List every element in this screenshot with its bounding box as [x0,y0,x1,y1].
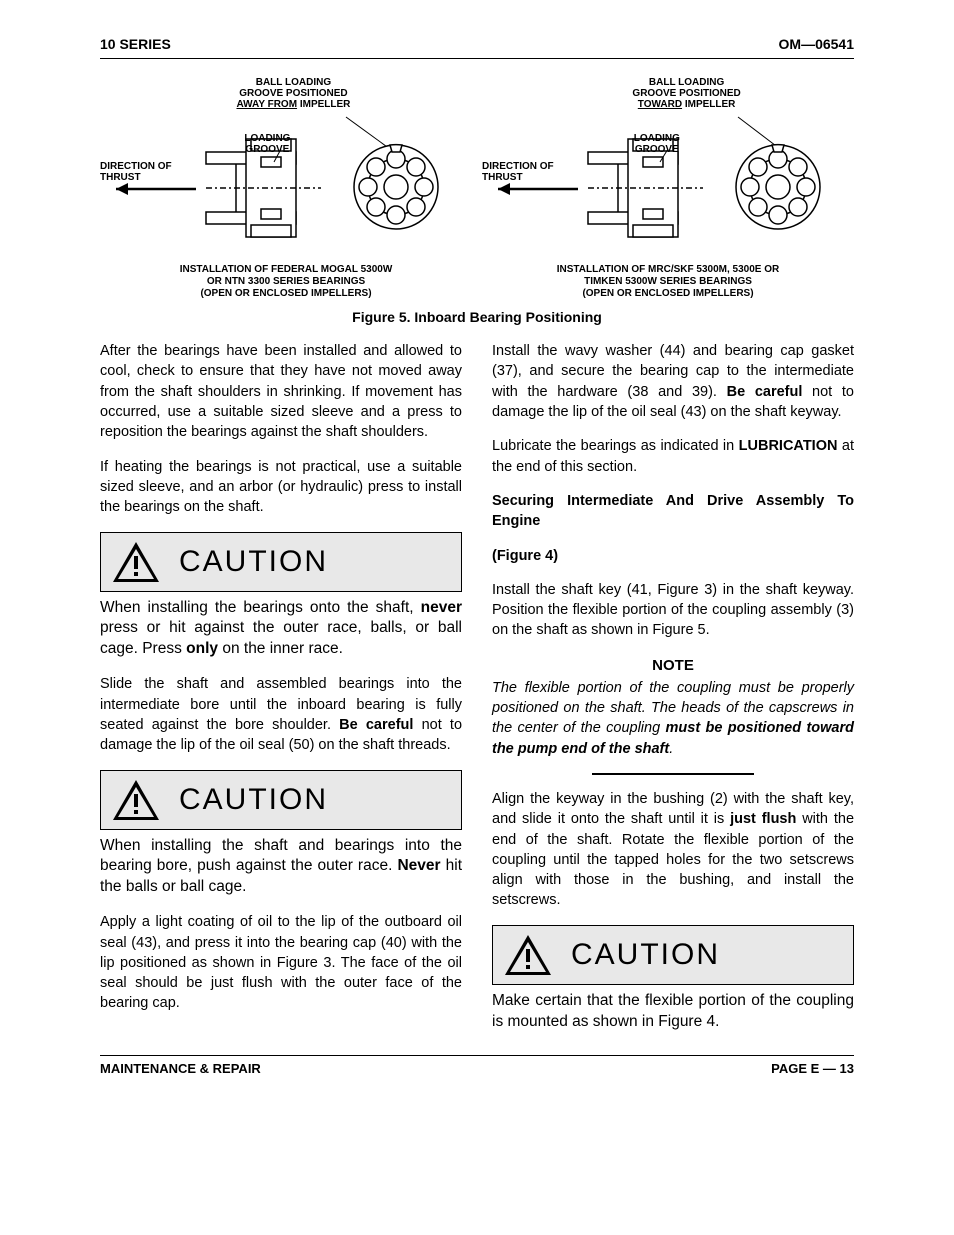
page-footer: MAINTENANCE & REPAIR PAGE E — 13 [100,1055,854,1078]
fig-right-caption: INSTALLATION OF MRC/SKF 5300M, 5300E OR … [482,264,854,300]
left-column: After the bearings have been installed a… [100,341,462,1032]
note-divider [592,773,755,775]
note-body: The flexible portion of the coupling mus… [492,678,854,759]
figure-4-ref: (Figure 4) [492,546,854,566]
caution-word: CAUTION [571,934,720,976]
caution-1-body: When installing the bearings onto the sh… [100,598,462,661]
warning-icon [111,540,161,584]
section-heading: Securing Intermediate And Drive Assembly… [492,491,854,532]
body-columns: After the bearings have been installed a… [100,341,854,1032]
fig-left-loading-label: LOADING GROOVE [244,133,290,155]
caution-2-body: When installing the shaft and bearings i… [100,836,462,899]
fig-right-thrust-label: DIRECTION OF THRUST [482,161,554,183]
footer-right: PAGE E — 13 [771,1060,854,1078]
caution-box-1: CAUTION [100,532,462,592]
warning-icon [503,933,553,977]
right-column: Install the wavy washer (44) and bearing… [492,341,854,1032]
fig-left-top-label: BALL LOADING GROOVE POSITIONED AWAY FROM… [236,77,350,110]
footer-left: MAINTENANCE & REPAIR [100,1060,261,1078]
figure-right: BALL LOADING GROOVE POSITIONED TOWARD IM… [482,77,854,252]
right-p2: Lubricate the bearings as indicated in L… [492,436,854,477]
fig-left-caption: INSTALLATION OF FEDERAL MOGAL 5300W OR N… [100,264,472,300]
note-heading: NOTE [492,655,854,676]
fig-right-top-label: BALL LOADING GROOVE POSITIONED TOWARD IM… [632,77,740,110]
figure-left: BALL LOADING GROOVE POSITIONED AWAY FROM… [100,77,472,252]
header-right: OM—06541 [779,35,854,55]
left-p3: Slide the shaft and assembled bearings i… [100,674,462,755]
caution-word: CAUTION [179,779,328,821]
left-p4: Apply a light coating of oil to the lip … [100,912,462,1013]
left-p2: If heating the bearings is not practical… [100,457,462,518]
header-left: 10 SERIES [100,35,171,55]
caution-3-body: Make certain that the flexible portion o… [492,991,854,1033]
left-p1: After the bearings have been installed a… [100,341,462,442]
warning-icon [111,778,161,822]
figure-caption-row: INSTALLATION OF FEDERAL MOGAL 5300W OR N… [100,260,854,300]
right-p3: Install the shaft key (41, Figure 3) in … [492,580,854,641]
page-header: 10 SERIES OM—06541 [100,35,854,59]
fig-left-thrust-label: DIRECTION OF THRUST [100,161,172,183]
fig-right-loading-label: LOADING GROOVE [634,133,680,155]
caution-box-3: CAUTION [492,925,854,985]
caution-word: CAUTION [179,541,328,583]
right-p1: Install the wavy washer (44) and bearing… [492,341,854,422]
figure-row: BALL LOADING GROOVE POSITIONED AWAY FROM… [100,77,854,252]
right-p4: Align the keyway in the bushing (2) with… [492,789,854,911]
caution-box-2: CAUTION [100,770,462,830]
figure-title: Figure 5. Inboard Bearing Positioning [100,308,854,328]
